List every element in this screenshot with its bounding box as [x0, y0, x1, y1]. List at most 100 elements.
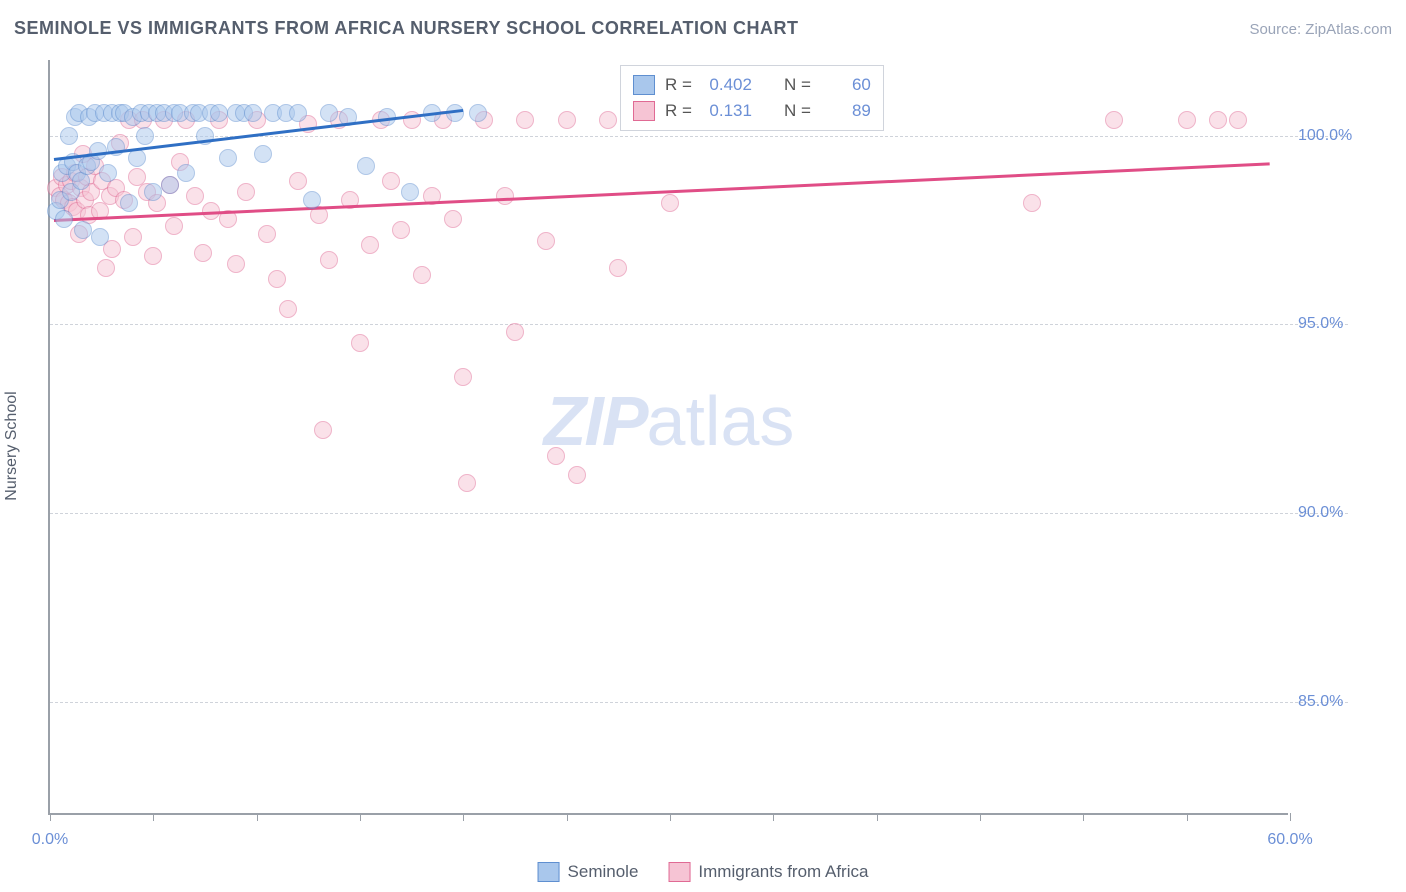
- r-value-seminole: 0.402: [702, 75, 752, 95]
- scatter-point-africa: [413, 266, 431, 284]
- scatter-point-africa: [268, 270, 286, 288]
- scatter-point-africa: [1023, 194, 1041, 212]
- x-tick: [567, 813, 568, 821]
- scatter-point-seminole: [210, 104, 228, 122]
- y-tick-label: 90.0%: [1298, 504, 1398, 522]
- x-tick: [980, 813, 981, 821]
- scatter-point-africa: [194, 244, 212, 262]
- legend-bottom: Seminole Immigrants from Africa: [538, 862, 869, 882]
- x-tick: [360, 813, 361, 821]
- scatter-point-seminole: [99, 164, 117, 182]
- x-tick: [257, 813, 258, 821]
- scatter-point-africa: [1105, 111, 1123, 129]
- scatter-point-africa: [320, 251, 338, 269]
- scatter-point-africa: [186, 187, 204, 205]
- scatter-point-africa: [227, 255, 245, 273]
- scatter-point-africa: [237, 183, 255, 201]
- chart-title: SEMINOLE VS IMMIGRANTS FROM AFRICA NURSE…: [14, 18, 799, 39]
- scatter-point-africa: [392, 221, 410, 239]
- legend-label-seminole: Seminole: [568, 862, 639, 882]
- gridline: [50, 324, 1348, 325]
- scatter-point-africa: [458, 474, 476, 492]
- scatter-point-seminole: [357, 157, 375, 175]
- scatter-point-seminole: [401, 183, 419, 201]
- n-value-africa: 89: [821, 101, 871, 121]
- swatch-seminole: [538, 862, 560, 882]
- gridline: [50, 513, 1348, 514]
- scatter-point-africa: [547, 447, 565, 465]
- x-tick: [773, 813, 774, 821]
- scatter-point-seminole: [219, 149, 237, 167]
- scatter-point-seminole: [320, 104, 338, 122]
- x-tick: [50, 813, 51, 821]
- scatter-point-africa: [496, 187, 514, 205]
- swatch-africa: [633, 101, 655, 121]
- scatter-point-africa: [351, 334, 369, 352]
- scatter-point-africa: [289, 172, 307, 190]
- scatter-point-africa: [382, 172, 400, 190]
- n-value-seminole: 60: [821, 75, 871, 95]
- scatter-point-seminole: [177, 164, 195, 182]
- scatter-point-seminole: [289, 104, 307, 122]
- scatter-point-seminole: [60, 127, 78, 145]
- plot-area: ZIPatlas 85.0%90.0%95.0%100.0%0.0%60.0%R…: [48, 60, 1288, 815]
- scatter-point-seminole: [74, 221, 92, 239]
- scatter-point-africa: [97, 259, 115, 277]
- scatter-point-africa: [1229, 111, 1247, 129]
- scatter-point-africa: [361, 236, 379, 254]
- scatter-point-seminole: [244, 104, 262, 122]
- watermark: ZIPatlas: [544, 381, 795, 461]
- x-tick: [153, 813, 154, 821]
- x-tick: [877, 813, 878, 821]
- scatter-point-africa: [558, 111, 576, 129]
- swatch-seminole: [633, 75, 655, 95]
- scatter-point-africa: [661, 194, 679, 212]
- scatter-point-africa: [1209, 111, 1227, 129]
- legend-stats-row-seminole: R =0.402N =60: [633, 72, 871, 98]
- scatter-point-seminole: [91, 228, 109, 246]
- y-tick-label: 100.0%: [1298, 127, 1398, 145]
- x-tick: [1083, 813, 1084, 821]
- scatter-point-seminole: [303, 191, 321, 209]
- swatch-africa: [668, 862, 690, 882]
- y-tick-label: 85.0%: [1298, 693, 1398, 711]
- y-axis-title: Nursery School: [3, 391, 21, 500]
- x-tick: [670, 813, 671, 821]
- scatter-point-africa: [568, 466, 586, 484]
- scatter-point-seminole: [254, 145, 272, 163]
- scatter-point-seminole: [161, 176, 179, 194]
- legend-stats: R =0.402N =60R =0.131N =89: [620, 65, 884, 131]
- scatter-point-africa: [516, 111, 534, 129]
- x-tick: [1290, 813, 1291, 821]
- scatter-point-seminole: [89, 142, 107, 160]
- legend-item-africa: Immigrants from Africa: [668, 862, 868, 882]
- scatter-point-seminole: [469, 104, 487, 122]
- source-label: Source: ZipAtlas.com: [1249, 21, 1392, 38]
- x-tick-label: 60.0%: [1267, 831, 1312, 849]
- scatter-point-africa: [165, 217, 183, 235]
- scatter-point-africa: [537, 232, 555, 250]
- scatter-point-africa: [144, 247, 162, 265]
- scatter-point-africa: [444, 210, 462, 228]
- x-tick-label: 0.0%: [32, 831, 68, 849]
- scatter-point-seminole: [144, 183, 162, 201]
- scatter-point-africa: [314, 421, 332, 439]
- legend-label-africa: Immigrants from Africa: [698, 862, 868, 882]
- x-tick: [1187, 813, 1188, 821]
- scatter-point-seminole: [136, 127, 154, 145]
- scatter-point-africa: [124, 228, 142, 246]
- scatter-point-seminole: [120, 194, 138, 212]
- scatter-point-africa: [279, 300, 297, 318]
- x-tick: [463, 813, 464, 821]
- legend-stats-row-africa: R =0.131N =89: [633, 98, 871, 124]
- y-tick-label: 95.0%: [1298, 315, 1398, 333]
- scatter-point-africa: [599, 111, 617, 129]
- r-value-africa: 0.131: [702, 101, 752, 121]
- scatter-point-africa: [454, 368, 472, 386]
- legend-item-seminole: Seminole: [538, 862, 639, 882]
- gridline: [50, 702, 1348, 703]
- scatter-point-seminole: [55, 210, 73, 228]
- scatter-point-africa: [609, 259, 627, 277]
- scatter-point-africa: [506, 323, 524, 341]
- scatter-point-africa: [1178, 111, 1196, 129]
